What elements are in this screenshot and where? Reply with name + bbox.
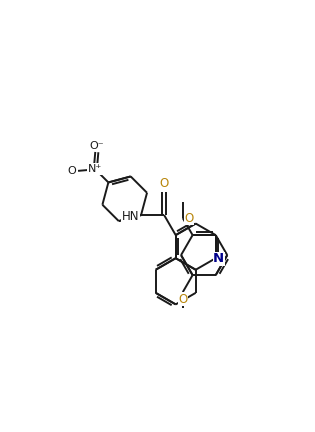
Text: N⁺: N⁺ bbox=[88, 164, 102, 175]
Text: O: O bbox=[178, 293, 187, 306]
Text: HN: HN bbox=[122, 210, 140, 223]
Text: O: O bbox=[159, 177, 169, 190]
Text: N: N bbox=[213, 252, 224, 266]
Text: O: O bbox=[184, 212, 194, 225]
Text: O⁻: O⁻ bbox=[89, 140, 104, 151]
Text: O: O bbox=[67, 166, 76, 176]
